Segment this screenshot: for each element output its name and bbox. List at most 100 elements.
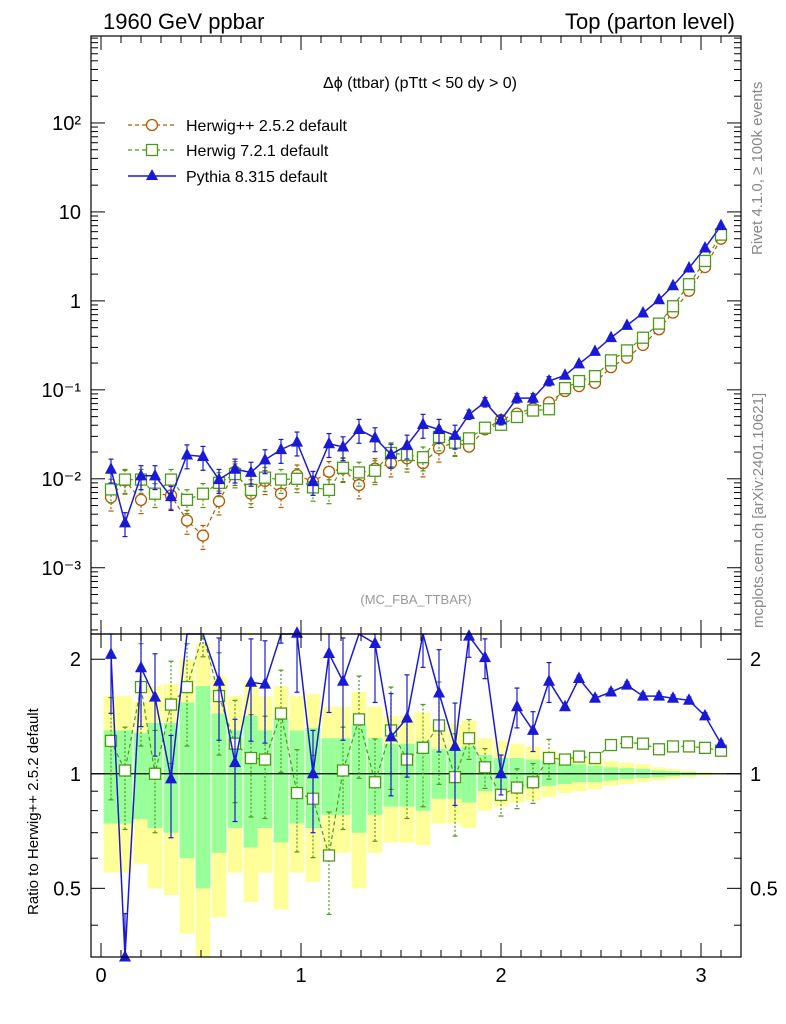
herwig7-line (110, 234, 722, 501)
uncertainty-band-inner (211, 713, 227, 853)
herwig7-point (636, 331, 650, 344)
pythia-point (307, 474, 319, 487)
herwig7-point (666, 740, 680, 753)
herwig7-point (148, 767, 162, 780)
rivet-version-label: Rivet 4.1.0, ≥ 100k events (749, 82, 766, 255)
herwig7-point (604, 354, 618, 367)
uncertainty-band-inner (351, 725, 367, 833)
mcplots-reference-label: mcplots.cern.ch [arXiv:2401.10621] (750, 393, 767, 628)
herwig7-point (572, 374, 586, 388)
pythia-point (105, 647, 117, 659)
herwig7-point (478, 421, 492, 434)
pythia-point (511, 391, 523, 403)
pythia-point (573, 356, 585, 369)
herwigpp-point (352, 478, 366, 492)
pythia-point (337, 439, 349, 452)
pythia-point (637, 306, 649, 318)
pythia-point (527, 723, 539, 735)
pythia-point (353, 422, 365, 435)
pythia-point (401, 438, 413, 450)
pythia-point (149, 690, 161, 702)
herwig7-point (542, 403, 556, 416)
pythia-point (291, 435, 303, 447)
herwig7-point (244, 751, 258, 765)
pythia-point (495, 766, 507, 779)
pythia-point (401, 711, 413, 723)
pythia-point (479, 650, 491, 663)
pythia-point (369, 636, 381, 648)
pythia-point (589, 344, 601, 356)
ratio-data-layer (91, 626, 741, 962)
header-process-label: Top (parton level) (565, 9, 735, 34)
uncertainty-band-inner (273, 718, 289, 843)
pythia-point (165, 771, 177, 784)
pythia-point (213, 674, 225, 686)
main-data-layer (104, 218, 728, 550)
herwig7-point (290, 786, 304, 800)
main-plot-title: Δϕ (ttbar) (pTtt < 50 dy > 0) (323, 75, 517, 92)
pythia-point (715, 218, 727, 231)
pythia-point (259, 677, 271, 689)
uncertainty-band-inner (289, 730, 305, 824)
ratio-y-tick-label-right: 2 (750, 649, 761, 671)
herwigpp-line (110, 238, 722, 537)
y-tick-label: 10⁻¹ (42, 380, 82, 402)
herwig7-point (322, 483, 336, 497)
uncertainty-band-inner (243, 715, 259, 848)
pythia-point (527, 391, 539, 403)
pythia-point (667, 691, 679, 703)
pythia-point (385, 729, 397, 742)
pythia-point (119, 950, 131, 962)
x-tick-label: 2 (495, 965, 506, 987)
pythia-point (573, 671, 585, 683)
pythia-point (495, 413, 507, 425)
x-tick-label: 3 (695, 965, 706, 987)
header-energy-label: 1960 GeV ppbar (103, 9, 264, 34)
y-tick-label: 1 (70, 291, 81, 313)
herwig7-point (180, 680, 194, 694)
herwig7-point (352, 466, 366, 479)
herwigpp-point (196, 529, 210, 542)
herwigpp-point (322, 465, 336, 478)
herwig7-point (510, 410, 524, 424)
analysis-watermark: (MC_FBA_TTBAR) (360, 592, 471, 607)
pythia-point (699, 708, 711, 721)
pythia-point (511, 699, 523, 712)
herwig7-point (180, 493, 194, 506)
pythia-point (433, 422, 445, 435)
herwig7-point (604, 738, 618, 752)
herwigpp-point (180, 514, 194, 527)
legend-label-pythia: Pythia 8.315 default (186, 169, 328, 186)
pythia-point (369, 430, 381, 443)
herwig7-point (104, 734, 118, 748)
y-tick-label: 10 (59, 202, 81, 224)
pythia-point (229, 755, 241, 768)
pythia-point (715, 736, 727, 749)
herwig7-point (558, 381, 572, 395)
herwig7-point (258, 753, 272, 766)
pythia-point (605, 685, 617, 697)
pythia-line (110, 225, 722, 526)
pythia-point (463, 629, 475, 641)
pythia-point (213, 472, 225, 485)
herwig7-point (558, 753, 572, 766)
pythia-point (683, 261, 695, 273)
pythia-point (259, 452, 271, 465)
herwig7-point (620, 344, 634, 357)
pythia-line (110, 632, 722, 958)
uncertainty-band-inner (461, 746, 477, 803)
pythia-point (653, 292, 665, 305)
herwig7-point (526, 404, 540, 417)
pythia-point (245, 465, 257, 477)
uncertainty-band-inner (321, 738, 337, 815)
herwig7-point (274, 473, 288, 486)
y-tick-label: 10² (52, 113, 81, 135)
pythia-point (385, 447, 397, 459)
legend-entry-herwigpp: Herwig++ 2.5.2 default (128, 118, 348, 135)
herwig7-point (698, 741, 712, 754)
herwig7-point (336, 764, 350, 777)
ratio-y-tick-label: 0.5 (53, 878, 81, 900)
legend: Herwig++ 2.5.2 default Herwig 7.2.1 defa… (128, 118, 348, 186)
x-tick-label: 0 (95, 965, 106, 987)
